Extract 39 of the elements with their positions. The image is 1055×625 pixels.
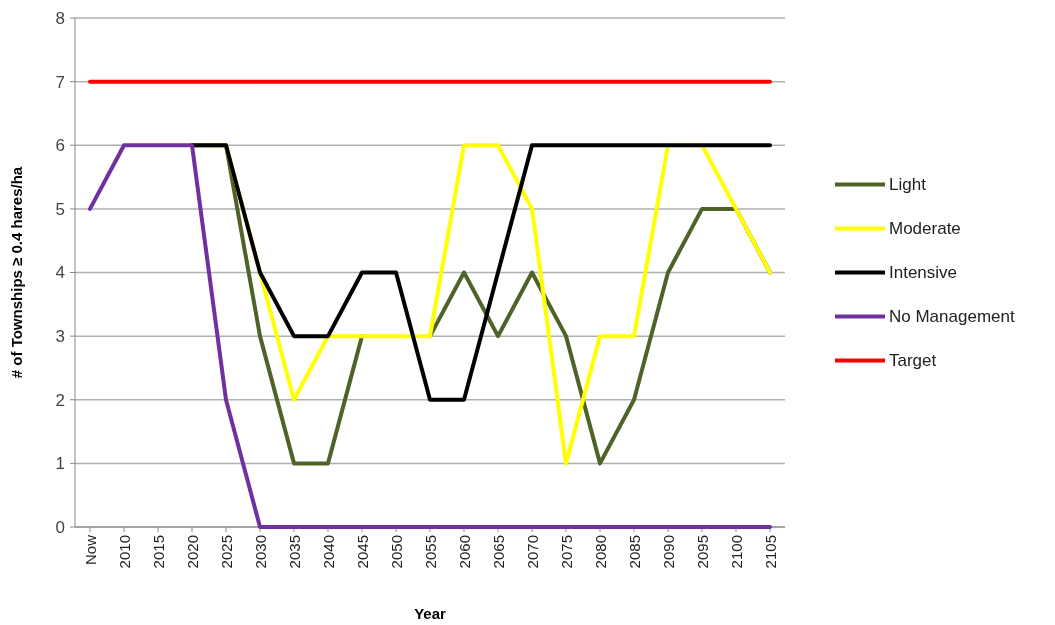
x-tick-label: 2105 bbox=[762, 535, 779, 569]
x-tick-label: 2090 bbox=[660, 535, 677, 569]
x-tick-label: 2020 bbox=[184, 535, 201, 569]
x-tick-label: 2055 bbox=[422, 535, 439, 569]
legend-label: Intensive bbox=[889, 263, 958, 283]
y-tick-label: 5 bbox=[55, 199, 65, 219]
line-series bbox=[88, 143, 772, 529]
legend-label: No Management bbox=[889, 307, 1015, 327]
y-tick-label: 8 bbox=[55, 8, 65, 28]
legend-label: Light bbox=[889, 175, 927, 195]
y-axis-title: # of Townships ≥ 0.4 hares/ha bbox=[8, 166, 25, 379]
x-tick-label: 2040 bbox=[320, 535, 337, 569]
x-axis-title: Year bbox=[414, 605, 447, 622]
legend-label: Target bbox=[889, 351, 937, 371]
x-tick-label: 2010 bbox=[116, 535, 133, 569]
x-tick-label: 2080 bbox=[592, 535, 609, 569]
x-tick-label: 2035 bbox=[286, 535, 303, 569]
y-tick-label: 2 bbox=[55, 390, 65, 410]
x-tick-label: 2085 bbox=[626, 535, 643, 569]
x-tick-label: 2025 bbox=[218, 535, 235, 569]
x-tick-label: 2030 bbox=[252, 535, 269, 569]
y-tick-label: 1 bbox=[55, 454, 65, 474]
x-tick-label: Now bbox=[82, 534, 99, 566]
y-tick-label: 3 bbox=[55, 327, 65, 347]
x-tick-label: 2060 bbox=[456, 535, 473, 569]
x-tick-label: 2050 bbox=[388, 535, 405, 569]
y-tick-label: 4 bbox=[55, 263, 65, 283]
x-tick-label: 2070 bbox=[524, 535, 541, 569]
x-tick-label: 2100 bbox=[728, 535, 745, 569]
x-tick-label: 2075 bbox=[558, 535, 575, 569]
x-tick-label: 2045 bbox=[354, 535, 371, 569]
x-tick-label: 2095 bbox=[694, 535, 711, 569]
y-tick-label: 6 bbox=[55, 136, 65, 156]
line-series bbox=[190, 143, 772, 402]
x-tick-label: 2015 bbox=[150, 535, 167, 569]
y-tick-label: 7 bbox=[55, 72, 65, 92]
legend-label: Moderate bbox=[889, 219, 961, 239]
x-tick-label: 2065 bbox=[490, 535, 507, 569]
y-tick-label: 0 bbox=[55, 517, 65, 537]
